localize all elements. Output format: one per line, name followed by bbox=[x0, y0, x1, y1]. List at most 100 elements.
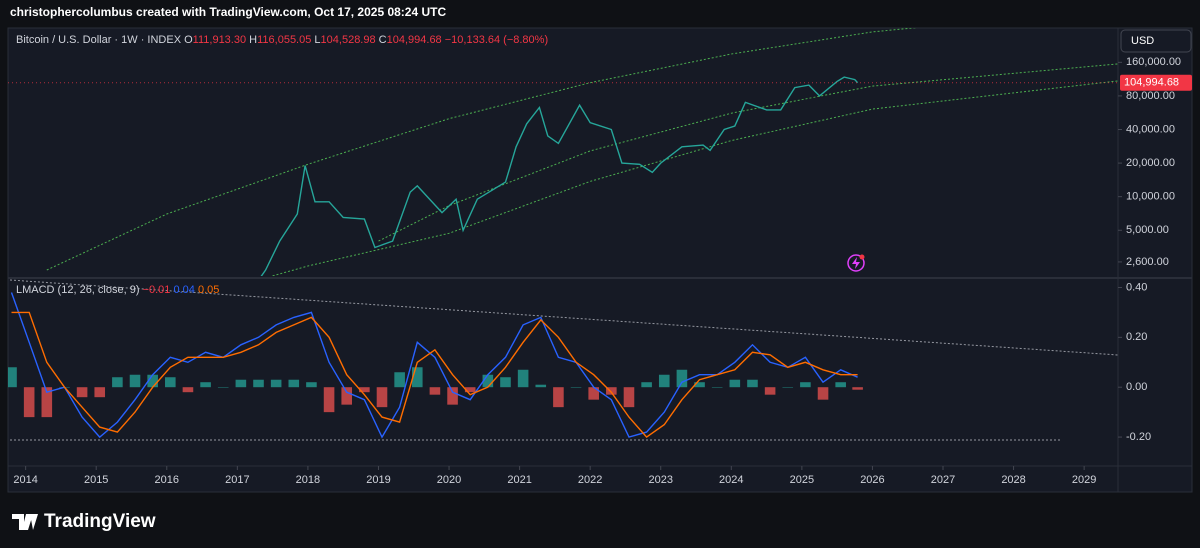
y-tick-label: 2,600.00 bbox=[1126, 256, 1169, 268]
x-tick-label: 2026 bbox=[860, 474, 884, 486]
histogram-bar bbox=[8, 367, 17, 388]
last-price-box bbox=[1120, 74, 1192, 91]
ohlc-key: H bbox=[249, 34, 257, 46]
histogram-bar bbox=[535, 384, 547, 388]
y-tick-label: 0.20 bbox=[1126, 331, 1147, 343]
histogram-bar bbox=[764, 387, 776, 395]
histogram-bar bbox=[41, 387, 53, 418]
y-tick-label: 40,000.00 bbox=[1126, 123, 1175, 135]
histogram-bar bbox=[606, 387, 617, 395]
histogram-bar bbox=[641, 382, 652, 388]
histogram-bar bbox=[23, 387, 35, 418]
histogram-bar bbox=[200, 382, 211, 388]
x-tick-label: 2020 bbox=[437, 474, 461, 486]
histogram-bar bbox=[447, 387, 458, 405]
x-tick-label: 2017 bbox=[225, 474, 249, 486]
histogram-bar bbox=[394, 372, 405, 388]
macd-legend-value: 0.04 bbox=[173, 284, 194, 296]
ohlc-key: L bbox=[314, 34, 320, 46]
header: christophercolumbus created with Trading… bbox=[10, 5, 446, 19]
currency-label: USD bbox=[1131, 35, 1154, 47]
y-tick-label: 0.00 bbox=[1126, 381, 1147, 393]
change: −10,133.64 (−8.80%) bbox=[445, 34, 548, 46]
histogram-bar bbox=[658, 374, 670, 388]
histogram-bar bbox=[623, 387, 635, 408]
x-tick-label: 2015 bbox=[84, 474, 108, 486]
y-tick-label: 20,000.00 bbox=[1126, 157, 1175, 169]
chart-frame bbox=[7, 27, 1193, 493]
histogram-bar bbox=[165, 377, 176, 388]
histogram-bar bbox=[270, 379, 282, 388]
currency-button[interactable] bbox=[1120, 29, 1192, 53]
x-tick-label: 2014 bbox=[13, 474, 37, 486]
histogram-bar bbox=[817, 387, 829, 400]
symbol: Bitcoin / U.S. Dollar · 1W · INDEX bbox=[16, 34, 182, 46]
y-tick-label: 160,000.00 bbox=[1126, 56, 1181, 68]
histogram-bar bbox=[464, 387, 476, 393]
histogram-bar bbox=[76, 387, 88, 398]
histogram-bar bbox=[588, 387, 599, 400]
histogram-bar bbox=[341, 387, 353, 405]
y-tick-label: 10,000.00 bbox=[1126, 191, 1175, 203]
x-tick-label: 2016 bbox=[155, 474, 179, 486]
ohlc-key: O bbox=[184, 34, 193, 46]
price-line bbox=[272, 80, 1118, 276]
price-line bbox=[260, 76, 859, 276]
x-tick-label: 2018 bbox=[296, 474, 320, 486]
histogram-bar bbox=[112, 377, 123, 388]
histogram-bar bbox=[852, 387, 863, 390]
macd-line bbox=[11, 311, 858, 439]
histogram-bar bbox=[323, 387, 335, 413]
histogram-bar bbox=[729, 379, 741, 388]
brand-logo bbox=[12, 514, 38, 530]
histogram-bar bbox=[411, 367, 423, 388]
x-tick-label: 2025 bbox=[790, 474, 814, 486]
ohlc-value: 116,055.05 bbox=[257, 34, 311, 46]
alert-dot bbox=[859, 254, 865, 260]
y-tick-label: 5,000.00 bbox=[1126, 224, 1169, 236]
x-tick-label: 2027 bbox=[931, 474, 955, 486]
macd-legend-value: −0.01 bbox=[143, 284, 171, 296]
ohlc-key: C bbox=[379, 34, 387, 46]
histogram-bar bbox=[217, 387, 229, 388]
histogram-bar bbox=[288, 379, 300, 388]
histogram-bar bbox=[182, 387, 194, 393]
histogram-bar bbox=[482, 374, 494, 388]
histogram-bar bbox=[147, 374, 158, 388]
ohlc-value: 104,994.68 bbox=[387, 34, 442, 46]
histogram-bar bbox=[747, 379, 758, 388]
macd-legend: LMACD (12, 26, close, 9) −0.01 0.04 0.05 bbox=[16, 284, 219, 296]
histogram-bar bbox=[129, 374, 141, 388]
histogram-bar bbox=[570, 387, 582, 388]
price-line bbox=[46, 28, 918, 271]
histogram-bar bbox=[835, 382, 846, 388]
histogram-bar bbox=[800, 382, 811, 388]
x-tick-label: 2024 bbox=[719, 474, 743, 486]
histogram-bar bbox=[359, 387, 370, 393]
macd-legend-value: 0.05 bbox=[198, 284, 219, 296]
histogram-bar bbox=[500, 377, 511, 388]
price-line bbox=[378, 63, 1118, 242]
macd-title: LMACD (12, 26, close, 9) bbox=[16, 284, 140, 296]
histogram-bar bbox=[94, 387, 106, 398]
x-tick-label: 2029 bbox=[1072, 474, 1096, 486]
histogram-bar bbox=[711, 387, 723, 388]
histogram-bar bbox=[235, 379, 247, 388]
y-tick-label: 0.40 bbox=[1126, 281, 1147, 293]
histogram-bar bbox=[782, 387, 794, 388]
histogram-bar bbox=[306, 382, 317, 388]
price-pane bbox=[8, 28, 1118, 276]
ohlc-value: 104,528.98 bbox=[321, 34, 376, 46]
histogram-bar bbox=[694, 382, 705, 388]
macd-pane bbox=[8, 292, 863, 439]
last-price-label: 104,994.68 bbox=[1124, 77, 1179, 89]
x-tick-label: 2021 bbox=[507, 474, 531, 486]
alert-icon-bolt bbox=[852, 257, 860, 269]
alert-icon[interactable] bbox=[847, 254, 865, 272]
price-legend: Bitcoin / U.S. Dollar · 1W · INDEX O111,… bbox=[16, 34, 548, 46]
y-tick-label: 80,000.00 bbox=[1126, 90, 1175, 102]
histogram-bar bbox=[253, 379, 264, 388]
histogram-bar bbox=[676, 369, 688, 388]
